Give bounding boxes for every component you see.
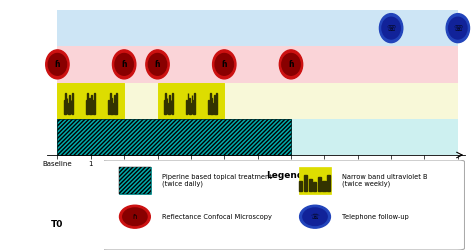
- Bar: [313, 182, 316, 190]
- Text: ɦ: ɦ: [221, 60, 227, 69]
- Ellipse shape: [303, 208, 327, 226]
- Bar: [169, 95, 170, 114]
- Ellipse shape: [46, 50, 69, 79]
- Bar: [57, 82, 458, 119]
- Bar: [90, 103, 91, 115]
- Bar: [65, 93, 66, 114]
- Bar: [193, 100, 194, 114]
- Bar: [299, 181, 302, 190]
- Text: ɦ: ɦ: [155, 60, 160, 69]
- Text: Legend: Legend: [266, 171, 303, 180]
- Ellipse shape: [48, 54, 66, 75]
- Ellipse shape: [112, 50, 136, 79]
- Ellipse shape: [123, 208, 147, 226]
- Bar: [299, 167, 331, 194]
- Bar: [87, 93, 88, 114]
- Bar: [186, 100, 187, 114]
- Bar: [57, 119, 291, 155]
- Text: ☏: ☏: [453, 24, 463, 32]
- Text: ☏: ☏: [310, 214, 319, 220]
- Bar: [93, 100, 94, 114]
- Bar: [215, 100, 216, 114]
- Text: T0: T0: [51, 220, 64, 229]
- Bar: [57, 119, 291, 155]
- Ellipse shape: [446, 14, 470, 42]
- Bar: [89, 98, 90, 114]
- Bar: [118, 167, 151, 194]
- Bar: [68, 103, 69, 115]
- Ellipse shape: [300, 205, 330, 228]
- Ellipse shape: [282, 54, 300, 75]
- Text: Piperine based topical treatment
(twice daily): Piperine based topical treatment (twice …: [162, 174, 272, 188]
- Bar: [322, 181, 326, 190]
- Bar: [211, 98, 212, 114]
- Bar: [165, 93, 166, 114]
- Bar: [112, 103, 113, 115]
- Text: T4: T4: [285, 220, 297, 229]
- Text: T1: T1: [118, 220, 130, 229]
- Text: Narrow band ultraviolet B
(twice weekly): Narrow band ultraviolet B (twice weekly): [342, 174, 428, 188]
- Ellipse shape: [146, 50, 169, 79]
- Bar: [118, 167, 151, 194]
- Text: ɦ: ɦ: [121, 60, 127, 69]
- Bar: [57, 82, 124, 119]
- Bar: [115, 100, 116, 114]
- Bar: [86, 100, 87, 114]
- Text: ɦ: ɦ: [133, 214, 137, 220]
- Bar: [327, 176, 330, 190]
- Bar: [318, 177, 321, 190]
- Text: Reflectance Confocal Microscopy: Reflectance Confocal Microscopy: [162, 214, 272, 220]
- Bar: [309, 179, 311, 190]
- Text: ɦ: ɦ: [288, 60, 294, 69]
- Bar: [172, 93, 173, 114]
- Bar: [190, 103, 191, 115]
- Text: Telephone follow-up: Telephone follow-up: [342, 214, 409, 220]
- Bar: [72, 93, 73, 114]
- Bar: [94, 93, 95, 114]
- Ellipse shape: [148, 54, 167, 75]
- FancyBboxPatch shape: [100, 160, 465, 250]
- Bar: [66, 98, 67, 114]
- Text: T2: T2: [151, 220, 164, 229]
- Text: ɦ: ɦ: [55, 60, 60, 69]
- Bar: [57, 46, 458, 82]
- Bar: [71, 100, 72, 114]
- X-axis label: Study period, months: Study period, months: [210, 186, 301, 195]
- Ellipse shape: [279, 50, 303, 79]
- Bar: [57, 119, 458, 155]
- Bar: [194, 93, 195, 114]
- Bar: [304, 176, 307, 190]
- Bar: [157, 82, 224, 119]
- Bar: [57, 10, 458, 46]
- Bar: [212, 103, 213, 115]
- Ellipse shape: [215, 54, 233, 75]
- Text: ☏: ☏: [386, 24, 396, 32]
- Ellipse shape: [379, 14, 403, 42]
- Bar: [69, 95, 70, 114]
- Bar: [114, 95, 115, 114]
- Bar: [171, 100, 172, 114]
- Ellipse shape: [382, 17, 400, 39]
- Bar: [109, 93, 110, 114]
- Bar: [91, 95, 92, 114]
- Bar: [209, 100, 210, 114]
- Bar: [191, 95, 192, 114]
- Ellipse shape: [119, 205, 150, 228]
- Text: T3: T3: [218, 220, 230, 229]
- Bar: [214, 95, 215, 114]
- Bar: [164, 100, 165, 114]
- Bar: [111, 98, 112, 114]
- Bar: [116, 93, 117, 114]
- Ellipse shape: [449, 17, 467, 39]
- Ellipse shape: [115, 54, 133, 75]
- Ellipse shape: [212, 50, 236, 79]
- Bar: [168, 103, 169, 115]
- Bar: [189, 98, 190, 114]
